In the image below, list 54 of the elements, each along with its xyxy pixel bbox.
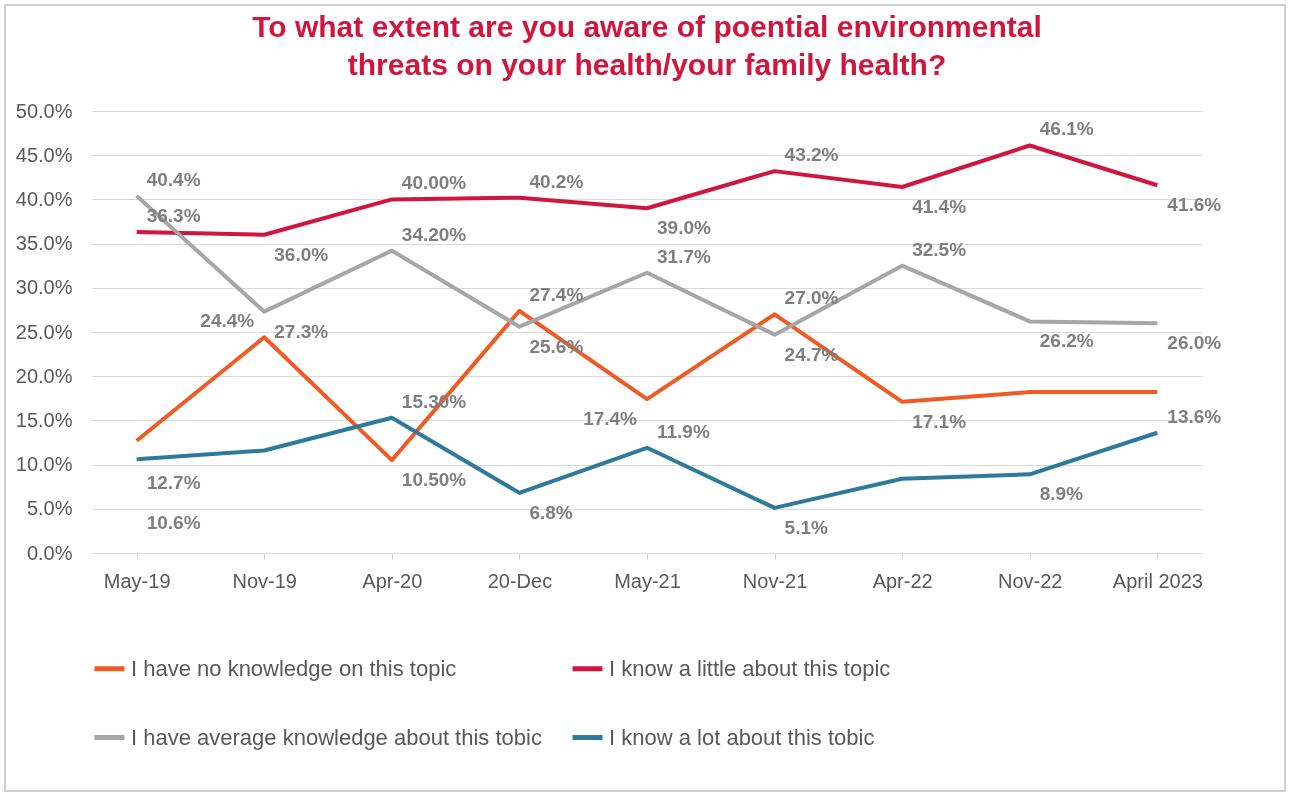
data-label: 43.2%	[784, 144, 839, 166]
data-label: 11.9%	[657, 420, 710, 442]
data-label: 6.8%	[529, 501, 573, 523]
legend-label: I know a little about this topic	[609, 655, 891, 681]
data-label: 24.4%	[200, 310, 255, 332]
data-label: 32.5%	[912, 238, 967, 260]
data-label: 40.00%	[401, 172, 467, 194]
data-label: 10.50%	[401, 469, 467, 491]
x-tick-label: Nov-19	[232, 569, 297, 592]
legend-label: I know a lot about this tobic	[609, 724, 875, 750]
legend-label: I have average knowledge about this tobic	[131, 724, 542, 750]
data-label: 34.20%	[401, 223, 467, 245]
y-tick-label: 5.0%	[26, 497, 73, 520]
y-tick-label: 30.0%	[15, 276, 73, 299]
data-label: 13.6%	[1167, 405, 1222, 427]
y-tick-label: 10.0%	[15, 453, 73, 476]
data-label: 17.4%	[583, 408, 638, 430]
data-label: 40.4%	[146, 168, 201, 190]
x-tick-label: Apr-22	[872, 569, 933, 592]
data-label: 41.4%	[912, 196, 967, 218]
x-tick-label: April 2023	[1112, 569, 1203, 592]
x-tick-label: Nov-21	[742, 569, 808, 592]
data-label: 10.6%	[146, 512, 201, 534]
data-label: 27.4%	[529, 283, 584, 305]
data-label: 41.6%	[1167, 194, 1222, 216]
x-tick-label: 20-Dec	[487, 569, 553, 592]
line-series	[134, 308, 1160, 463]
x-tick-label: Nov-22	[998, 569, 1063, 592]
y-tick-label: 50.0%	[15, 99, 73, 122]
data-label: 17.1%	[912, 410, 967, 432]
chart-title: To what extent are you aware of poential environmental threats on your health/your family health?	[252, 10, 1042, 81]
y-tick-label: 15.0%	[15, 408, 73, 431]
data-label: 12.7%	[146, 471, 201, 493]
y-tick-label: 40.0%	[15, 187, 73, 210]
x-tick-label: Apr-20	[362, 569, 423, 592]
y-tick-label: 35.0%	[15, 232, 73, 255]
data-label: 8.9%	[1039, 483, 1084, 505]
data-label: 36.0%	[274, 243, 329, 265]
data-label: 26.0%	[1167, 332, 1222, 354]
x-tick-label: May-21	[614, 569, 681, 592]
y-tick-label: 20.0%	[15, 364, 73, 387]
data-label: 31.7%	[657, 245, 711, 267]
data-label: 5.1%	[784, 516, 828, 538]
y-tick-label: 45.0%	[15, 143, 73, 166]
x-tick-label: May-19	[103, 569, 171, 592]
data-label: 39.0%	[657, 217, 711, 239]
data-label: 46.1%	[1039, 118, 1094, 140]
y-tick-label: 0.0%	[26, 541, 73, 564]
data-label: 27.3%	[274, 320, 329, 342]
data-label: 26.2%	[1039, 330, 1094, 352]
y-tick-label: 25.0%	[15, 320, 73, 343]
data-label: 40.2%	[529, 170, 584, 192]
data-label: 27.0%	[784, 287, 839, 309]
legend-label: I have no knowledge on this topic	[131, 655, 457, 681]
